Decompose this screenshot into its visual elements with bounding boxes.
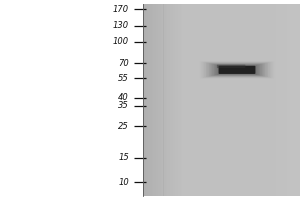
Bar bbox=[171, 4, 173, 196]
Bar bbox=[149, 4, 150, 196]
Text: 15: 15 bbox=[118, 153, 129, 162]
Bar bbox=[290, 4, 292, 196]
Bar bbox=[153, 4, 154, 196]
Bar bbox=[295, 4, 297, 196]
FancyBboxPatch shape bbox=[209, 63, 265, 76]
Bar bbox=[158, 4, 160, 196]
Bar bbox=[297, 4, 300, 196]
Bar bbox=[177, 4, 178, 196]
Bar bbox=[160, 4, 161, 196]
Bar bbox=[162, 4, 164, 196]
Text: 170: 170 bbox=[113, 5, 129, 14]
Bar bbox=[263, 4, 266, 196]
Bar bbox=[175, 4, 177, 196]
Bar bbox=[145, 4, 146, 196]
Bar bbox=[142, 4, 144, 196]
Bar bbox=[266, 4, 268, 196]
FancyBboxPatch shape bbox=[214, 64, 260, 75]
Bar bbox=[156, 4, 157, 196]
Bar bbox=[271, 4, 274, 196]
Bar bbox=[169, 4, 170, 196]
Bar bbox=[261, 4, 263, 196]
FancyBboxPatch shape bbox=[218, 66, 256, 74]
Bar bbox=[279, 4, 282, 196]
Bar bbox=[170, 4, 171, 196]
Bar bbox=[284, 4, 287, 196]
Bar bbox=[161, 4, 162, 196]
Text: 55: 55 bbox=[118, 74, 129, 83]
Bar bbox=[154, 4, 156, 196]
Bar bbox=[157, 4, 158, 196]
Text: 35: 35 bbox=[118, 101, 129, 110]
Bar bbox=[292, 4, 295, 196]
Bar bbox=[274, 4, 276, 196]
FancyBboxPatch shape bbox=[217, 65, 245, 68]
Bar bbox=[164, 4, 165, 196]
FancyBboxPatch shape bbox=[215, 65, 259, 75]
Bar bbox=[165, 4, 166, 196]
Text: 70: 70 bbox=[118, 59, 129, 68]
Bar bbox=[174, 4, 175, 196]
Bar bbox=[276, 4, 279, 196]
Bar bbox=[146, 4, 148, 196]
Bar bbox=[150, 4, 152, 196]
Bar bbox=[148, 4, 149, 196]
Text: 25: 25 bbox=[118, 122, 129, 131]
Bar bbox=[179, 4, 181, 196]
Text: 40: 40 bbox=[118, 93, 129, 102]
Text: 100: 100 bbox=[113, 37, 129, 46]
Bar bbox=[181, 4, 182, 196]
Bar bbox=[178, 4, 179, 196]
Bar bbox=[173, 4, 174, 196]
Text: 10: 10 bbox=[118, 178, 129, 187]
FancyBboxPatch shape bbox=[211, 64, 263, 76]
Bar bbox=[166, 4, 167, 196]
FancyBboxPatch shape bbox=[217, 65, 257, 75]
Bar bbox=[167, 4, 169, 196]
Bar bbox=[287, 4, 290, 196]
Text: 130: 130 bbox=[113, 21, 129, 30]
Bar bbox=[144, 4, 145, 196]
Bar bbox=[268, 4, 271, 196]
Bar bbox=[142, 4, 300, 196]
Bar bbox=[282, 4, 284, 196]
Bar bbox=[152, 4, 153, 196]
FancyBboxPatch shape bbox=[212, 64, 262, 76]
